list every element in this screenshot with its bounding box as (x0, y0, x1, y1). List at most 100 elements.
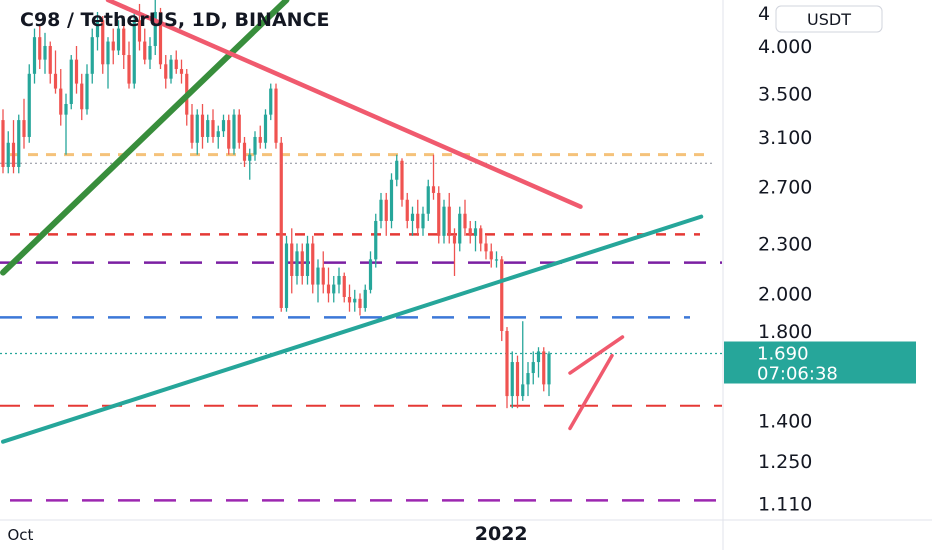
candle-body (463, 213, 467, 229)
current-price-value: 1.690 (757, 344, 809, 365)
candle-body (389, 179, 394, 221)
candle-body (132, 20, 136, 84)
candle-body (27, 73, 31, 137)
candle-body (221, 120, 226, 132)
price-tick-label: 2.300 (758, 234, 812, 256)
candle-body (295, 251, 299, 276)
candle-body (447, 206, 451, 236)
candle-body (347, 296, 352, 303)
partial-tick-top: 4 (758, 3, 770, 25)
candle-body (358, 298, 362, 308)
candle-body (416, 213, 420, 229)
candle-body (384, 199, 388, 221)
candle-body (442, 206, 446, 236)
candle-body (90, 37, 94, 74)
candle-body (116, 28, 121, 51)
candle-body (337, 275, 341, 285)
price-tick-label: 2.000 (758, 283, 812, 305)
wedge-lower-line (568, 353, 614, 431)
currency-label: USDT (807, 10, 851, 29)
candle-body (148, 45, 152, 60)
price-tick-label: 3.100 (758, 127, 812, 149)
candle-body (22, 120, 26, 137)
candle-body (269, 88, 273, 115)
candle-body (274, 88, 278, 143)
candle-body (342, 275, 346, 297)
candle-body (74, 59, 79, 84)
price-tick-label: 1.400 (758, 411, 812, 433)
candle-body (111, 41, 115, 51)
candle-body (127, 55, 131, 84)
candle-body (227, 120, 231, 149)
candle-body (32, 37, 37, 74)
candle-body (242, 142, 247, 161)
candle-body (263, 114, 268, 143)
candle-body (547, 353, 551, 385)
candle-body (452, 235, 457, 244)
candle-body (305, 243, 310, 276)
candle-body (122, 28, 126, 56)
candle-body (85, 73, 89, 110)
candle-body (489, 251, 493, 260)
candle-body (368, 259, 373, 290)
candle-body (316, 267, 320, 285)
candle-body (43, 45, 47, 60)
candle-body (106, 41, 110, 65)
candle-body (211, 120, 215, 137)
price-tick-label: 4.000 (758, 36, 812, 58)
candle-body (284, 243, 289, 308)
candle-body (80, 83, 84, 110)
candle-body (143, 41, 147, 60)
candle-body (101, 20, 105, 65)
candle-body (468, 228, 472, 236)
candle-body (542, 351, 546, 385)
candle-body (473, 228, 478, 236)
candle-body (206, 120, 210, 137)
candle-body (169, 59, 173, 79)
red-downtrend (105, 0, 583, 209)
candle-body (379, 199, 383, 221)
price-tick-label: 2.700 (758, 176, 812, 198)
candle-body (279, 142, 283, 308)
current-price-badge: 1.690 07:06:38 (724, 341, 916, 385)
candle-body (174, 59, 178, 70)
candle-body (237, 114, 241, 143)
candle-body (510, 362, 514, 397)
candle-body (321, 267, 325, 285)
candle-body (248, 154, 252, 161)
candle-body (195, 114, 199, 143)
candle-body (353, 298, 357, 303)
candle-body (290, 243, 294, 276)
price-tick-label: 3.500 (758, 84, 812, 106)
candle-body (38, 37, 42, 60)
price-axis: 4.000 3.500 3.100 2.700 2.300 2.000 1.800 1.400… (758, 36, 812, 516)
candle-body (1, 120, 5, 167)
candle-body (515, 362, 520, 397)
candle-body (48, 45, 52, 74)
candle-body (311, 243, 315, 285)
price-tick-label: 1.800 (758, 321, 812, 343)
candle-body (437, 192, 441, 236)
bar-countdown: 07:06:38 (757, 364, 838, 385)
candle-body (216, 131, 220, 137)
candle-body (526, 373, 530, 385)
candle-body (536, 351, 541, 363)
currency-button[interactable]: USDT (775, 5, 883, 33)
candle-body (6, 142, 10, 167)
wedge-upper-line (568, 335, 625, 375)
candle-body (458, 213, 462, 244)
price-tick-label: 1.250 (758, 451, 812, 473)
candle-body (484, 243, 488, 252)
candle-body (405, 199, 409, 221)
price-tick-label: 1.110 (758, 494, 812, 516)
candle-body (153, 11, 157, 46)
candle-body (69, 59, 73, 104)
candle-body (64, 103, 68, 115)
candle-body (410, 213, 415, 221)
candle-body (59, 88, 63, 115)
candle-body (95, 20, 100, 38)
candle-body (500, 259, 504, 331)
